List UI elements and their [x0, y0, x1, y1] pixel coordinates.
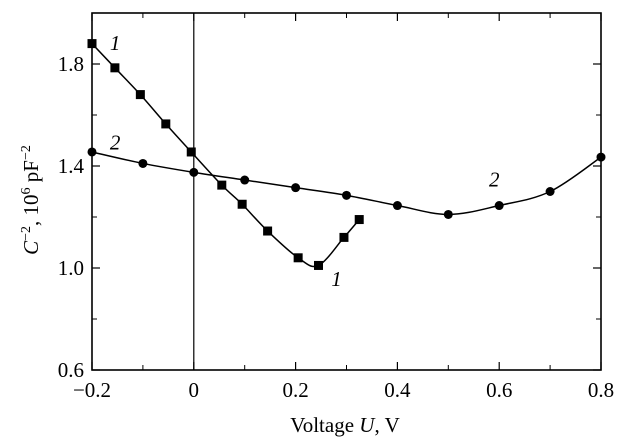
curve-2-label: 2	[110, 130, 121, 154]
y-axis-label-unit: pF	[19, 160, 43, 187]
y-tick-label: 0.6	[58, 358, 84, 382]
series-2-point	[443, 209, 453, 219]
series-2-point	[291, 183, 301, 193]
y-axis-label: C−2, 106 pF−2	[19, 145, 43, 255]
series-2-point	[342, 190, 351, 200]
x-axis-label: Voltage U, V	[290, 413, 400, 437]
series-2-point	[545, 187, 555, 196]
series-1-point	[135, 90, 145, 100]
series-1-point	[186, 147, 196, 157]
series-2-point	[138, 158, 148, 168]
series-1-point	[314, 260, 324, 270]
series-1-line	[91, 43, 360, 268]
x-tick-label: 0	[189, 378, 200, 402]
curve-1-label: 1	[331, 267, 342, 291]
x-tick-label: −0.2	[73, 378, 111, 402]
series-1-point	[217, 180, 227, 190]
series-1-point	[354, 215, 364, 225]
y-axis-label-sup3: −2	[19, 145, 34, 160]
series-2-point	[87, 147, 97, 157]
series-1-point	[263, 226, 273, 236]
series-2-point	[240, 175, 250, 185]
series-2-line	[91, 151, 602, 216]
series-1-point	[87, 39, 97, 49]
x-axis-label-suffix: , V	[374, 413, 399, 437]
y-axis-label-sup1: −2	[19, 226, 34, 241]
series-2-point	[392, 201, 402, 211]
y-axis-label-sup2: 6	[19, 187, 34, 194]
x-axis-label-var: U	[359, 413, 376, 437]
series-1-point	[293, 253, 303, 263]
y-tick-label: 1.0	[58, 256, 84, 280]
curve-1-label: 1	[110, 31, 121, 55]
series-2-point	[189, 167, 199, 177]
x-tick-label: 0.6	[486, 378, 512, 402]
curve-2-label: 2	[489, 167, 500, 191]
x-tick-label: 0.4	[384, 378, 411, 402]
y-tick-label: 1.8	[58, 52, 84, 76]
series-1-point	[237, 199, 247, 209]
x-axis-label-prefix: Voltage	[290, 413, 359, 437]
series-1-point	[110, 63, 120, 73]
series-2-point	[596, 152, 606, 162]
x-tick-label: 0.8	[588, 378, 614, 402]
series-2-point	[494, 201, 504, 211]
series-1-point	[339, 232, 349, 242]
y-axis-label-var: C	[19, 240, 43, 255]
series-1-point	[161, 119, 171, 129]
y-tick-label: 1.4	[58, 154, 85, 178]
y-axis-label-mid: , 10	[19, 194, 43, 226]
x-tick-label: 0.2	[282, 378, 308, 402]
